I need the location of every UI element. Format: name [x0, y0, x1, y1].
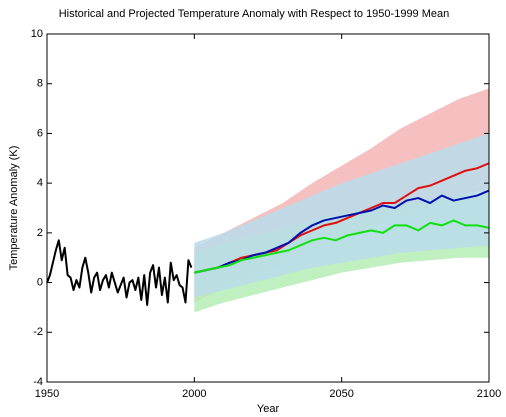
y-tick-label: 8 — [37, 78, 43, 90]
chart-title: Historical and Projected Temperature Ano… — [59, 8, 450, 20]
series-line — [194, 219, 490, 274]
y-tick-label: 10 — [31, 28, 43, 40]
plot-frame — [46, 33, 490, 383]
x-tick-label: 2100 — [477, 388, 501, 400]
x-tick-label: 2050 — [329, 388, 353, 400]
y-tick-label: 0 — [37, 276, 43, 288]
y-tick-label: 2 — [37, 227, 43, 239]
y-tick-label: -4 — [33, 376, 43, 388]
y-tick-label: -2 — [33, 326, 43, 338]
y-tick-label: 6 — [37, 127, 43, 139]
series-line — [46, 239, 193, 306]
x-axis-label: Year — [257, 403, 280, 415]
ensemble-band — [194, 133, 490, 298]
x-tick-label: 1950 — [35, 388, 59, 400]
y-axis-label: Temperature Anomaly (K) — [8, 146, 20, 271]
y-tick-label: 4 — [37, 177, 43, 189]
x-tick-label: 2000 — [182, 388, 206, 400]
series-line — [194, 162, 490, 274]
